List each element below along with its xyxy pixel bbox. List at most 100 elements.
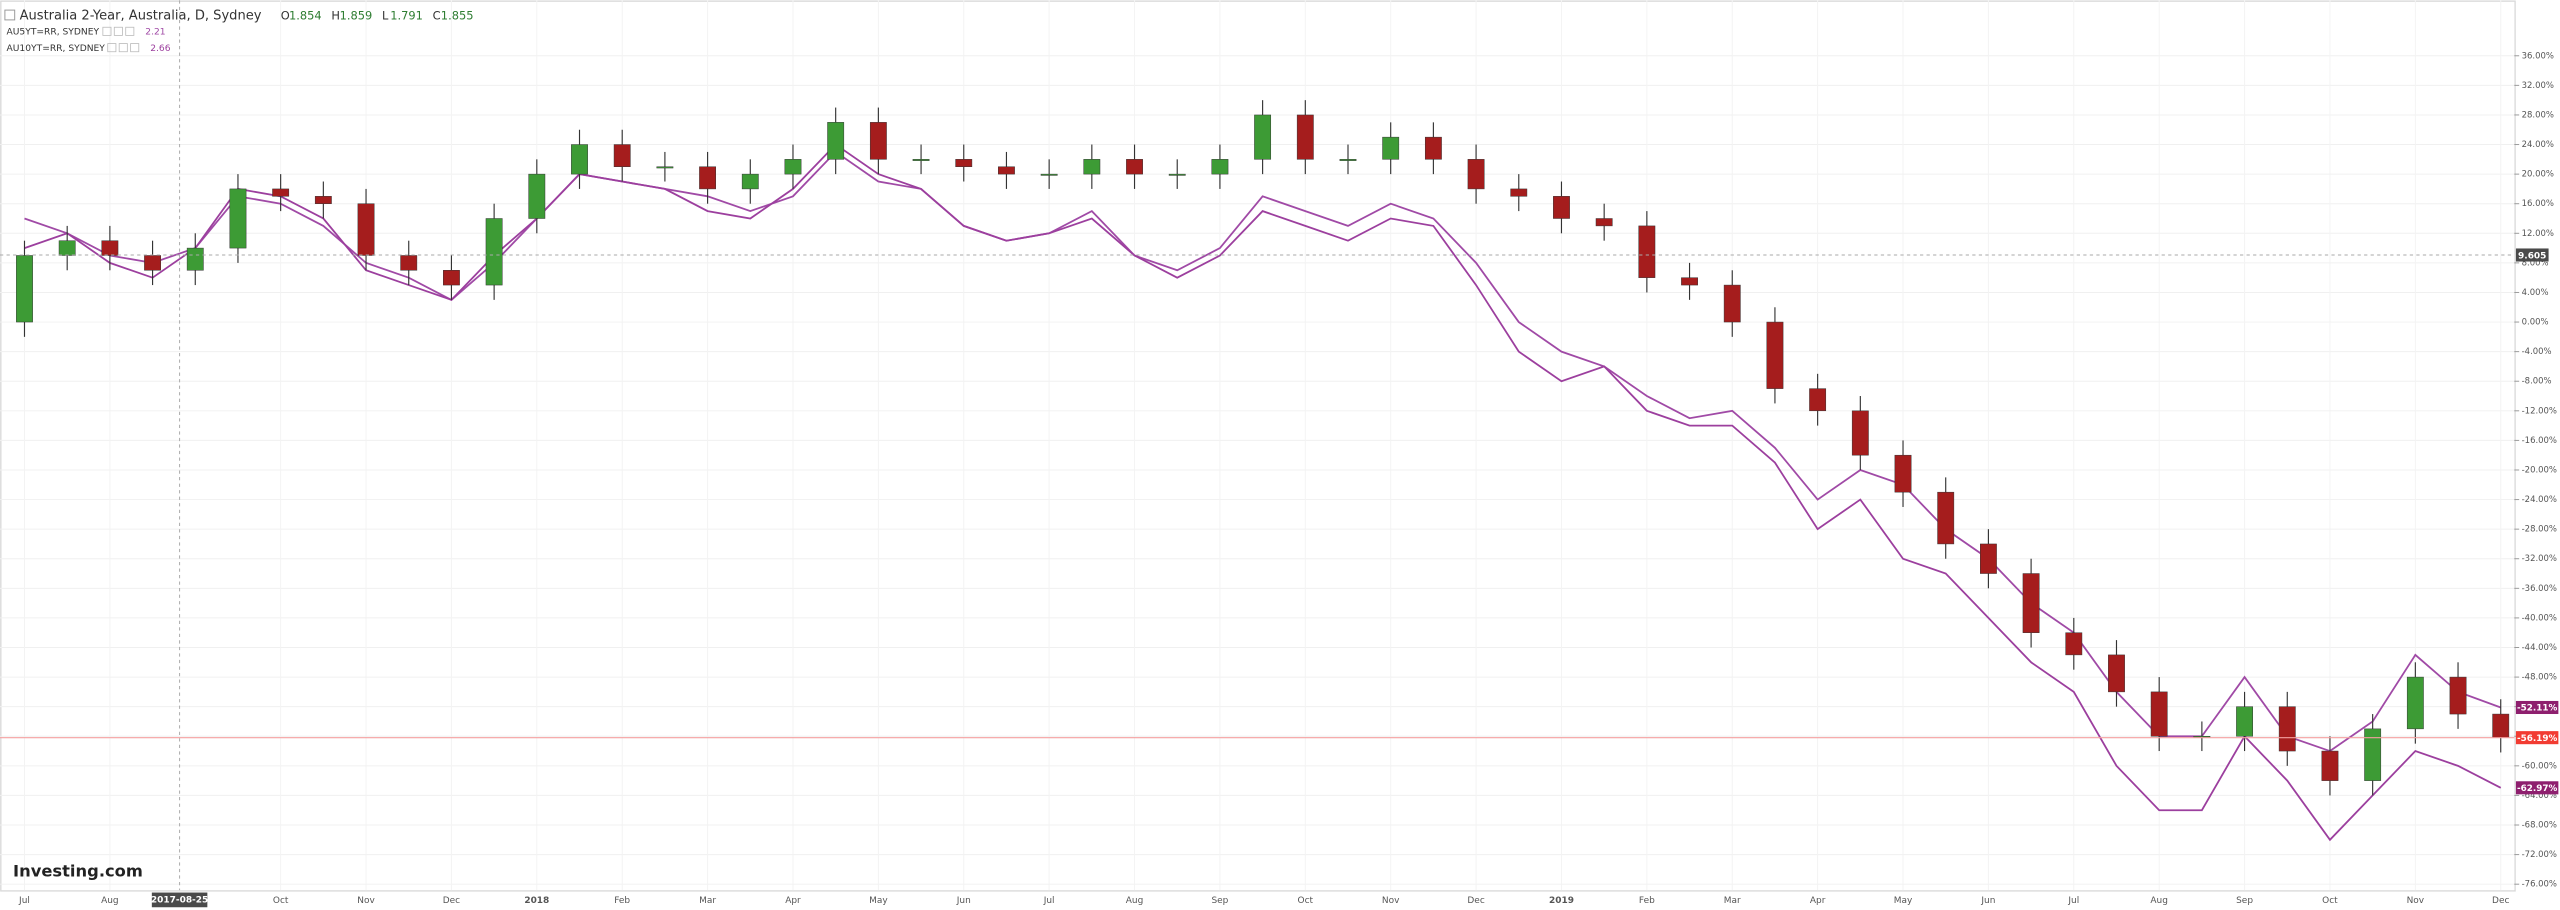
y-tick-label: -48.00% [2522, 672, 2557, 682]
crosshair-date: 2017-08-25 [151, 896, 208, 906]
grid [0, 0, 2515, 891]
legend-icon[interactable] [125, 26, 135, 36]
price-label: -52.11% [2517, 704, 2557, 714]
candle-body [357, 203, 375, 256]
candle-body [2065, 632, 2083, 656]
y-tick-label: -16.00% [2522, 435, 2557, 445]
x-tick-label: Aug [101, 896, 119, 906]
x-tick-label: Jun [956, 896, 971, 906]
compare-line [24, 150, 2502, 753]
legend-icon[interactable] [130, 43, 140, 53]
x-tick-label: Nov [1382, 896, 1400, 906]
legend-label: AU5YT=RR, SYDNEY [7, 28, 100, 38]
crosshair-price: 9.605 [2518, 251, 2546, 261]
y-tick-label: -72.00% [2522, 849, 2557, 859]
candle-body [1937, 491, 1955, 545]
candle-body [485, 218, 503, 286]
candle-body [1211, 159, 1229, 175]
candle-body [656, 166, 674, 169]
readout-value: 1.791 [390, 8, 423, 22]
candle-body [1083, 159, 1101, 175]
candle-body [229, 188, 247, 249]
readout-key: C [433, 8, 441, 22]
x-tick-label: Dec [1467, 896, 1484, 906]
candle-body [1040, 173, 1058, 176]
y-tick-label: -40.00% [2522, 612, 2557, 622]
candle-body [912, 159, 930, 161]
candle-body [1980, 543, 1997, 574]
candle-body [2150, 691, 2168, 737]
crosshair-price-bg [2515, 248, 2549, 262]
candle-body [1339, 159, 1357, 161]
candle-body [1424, 136, 1442, 160]
candle-body [1296, 114, 1314, 160]
x-tick-label: Dec [443, 896, 460, 906]
candle-body [1723, 284, 1741, 323]
readout-key: H [331, 8, 340, 22]
candle-body [1681, 277, 1698, 286]
candle-body [443, 270, 460, 286]
y-tick-label: -64.00% [2522, 790, 2557, 800]
candle-body [699, 166, 716, 190]
x-tick-label: Nov [2407, 896, 2425, 906]
x-tick-label: 2019 [1549, 896, 1574, 906]
x-tick-label: Mar [699, 896, 716, 906]
candle-body [1553, 196, 1570, 219]
candle-body [144, 255, 161, 271]
y-tick-label: -36.00% [2522, 583, 2557, 593]
y-tick-label: -20.00% [2522, 464, 2557, 474]
candle-body [1382, 136, 1400, 160]
candle-body [613, 144, 631, 167]
candle-body [955, 159, 973, 167]
y-tick-label: 36.00% [2522, 50, 2554, 60]
y-tick-label: -8.00% [2522, 376, 2552, 386]
y-tick-label: 4.00% [2522, 287, 2549, 297]
ohlc-readout: O 1.854 H 1.859 L 1.791 C 1.855 [281, 8, 474, 22]
candle-body [2449, 676, 2467, 715]
crosshair-price-box: 9.605 [2515, 248, 2549, 262]
readout-value: 1.855 [441, 8, 474, 22]
y-tick-label: 8.00% [2522, 257, 2549, 267]
candle-body [101, 240, 119, 256]
y-tick-label: 16.00% [2522, 198, 2554, 208]
legend-label: AU10YT=RR, SYDNEY [7, 44, 106, 54]
y-tick-label: -28.00% [2522, 524, 2557, 534]
x-tick-label: Oct [2322, 896, 2338, 906]
candle-body [1126, 159, 1143, 175]
legend-icon[interactable] [118, 43, 128, 53]
candle-body [2108, 654, 2125, 693]
legend-icon[interactable] [102, 26, 112, 36]
crosshair-date-box: 2017-08-25 [151, 892, 208, 908]
candle-body [827, 122, 845, 160]
x-tick-label: Aug [2150, 896, 2168, 906]
x-tick-label: Apr [785, 896, 801, 906]
candle-body [1894, 454, 1912, 493]
candle-body [1254, 114, 1272, 160]
y-tick-label: 12.00% [2522, 228, 2554, 238]
y-tick-label: 0.00% [2522, 317, 2549, 327]
x-tick-label: Apr [1810, 896, 1826, 906]
candle-body [400, 255, 418, 271]
legend-value: 2.66 [150, 44, 171, 54]
y-tick-label: 20.00% [2522, 169, 2554, 179]
x-tick-label: Jul [1043, 896, 1055, 906]
y-tick-label: 28.00% [2522, 109, 2554, 119]
y-tick-label: -60.00% [2522, 760, 2557, 770]
y-tick-label: -24.00% [2522, 494, 2557, 504]
candle-body [1809, 388, 1827, 412]
price-label: -62.97% [2517, 784, 2557, 794]
x-tick-label: May [869, 896, 888, 906]
legend-icon[interactable] [107, 43, 117, 53]
y-tick-label: -32.00% [2522, 553, 2557, 563]
candle-body [869, 122, 887, 160]
candle-body [1595, 218, 1613, 227]
legend-icon[interactable] [113, 26, 123, 36]
x-tick-label: May [1894, 896, 1913, 906]
collapse-icon[interactable] [4, 9, 16, 21]
candle-body [272, 188, 290, 197]
instrument-title: Australia 2-Year, Australia, D, Sydney [20, 8, 262, 23]
candle-body [2364, 728, 2382, 781]
y-tick-label: 24.00% [2522, 139, 2554, 149]
